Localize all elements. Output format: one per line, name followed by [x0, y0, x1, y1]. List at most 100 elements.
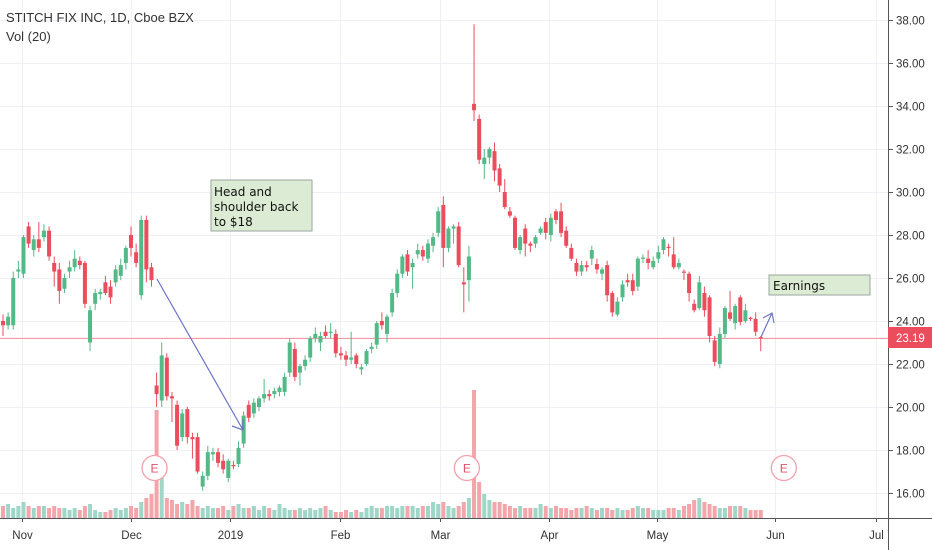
- candle-body: [681, 271, 686, 273]
- price-tick-label: 26.00: [896, 274, 925, 286]
- price-tick-label: 30.00: [896, 188, 925, 200]
- candle-body: [369, 346, 374, 349]
- pattern-annotation[interactable]: Head and shoulder back to $18: [156, 179, 313, 431]
- volume-bar: [523, 508, 528, 518]
- volume-bar: [267, 508, 272, 518]
- earnings-marker[interactable]: E: [770, 454, 797, 482]
- candle-body: [553, 211, 558, 220]
- volume-bar: [26, 506, 31, 518]
- volume-bar: [400, 506, 405, 518]
- price-tick-label: 36.00: [896, 59, 925, 71]
- candle-body: [323, 331, 328, 337]
- candle-body: [205, 452, 210, 476]
- earnings-note-box[interactable]: [768, 274, 871, 296]
- pattern-note-line-2: shoulder back: [214, 200, 298, 214]
- candle-body: [180, 413, 185, 438]
- candle-body: [221, 460, 226, 470]
- volume-bar: [31, 508, 36, 518]
- volume-bar: [420, 506, 425, 518]
- candle-body: [390, 293, 395, 313]
- volume-bar: [318, 508, 323, 518]
- candle-body: [502, 192, 507, 208]
- volume-bar: [395, 508, 400, 518]
- volume-bar: [41, 506, 46, 518]
- time-tick-label: 2019: [218, 530, 244, 542]
- candle-body: [308, 338, 313, 358]
- volume-indicator-label[interactable]: Vol (20): [6, 29, 51, 44]
- candle-body: [743, 310, 748, 321]
- volume-bar: [175, 504, 180, 518]
- candle-body: [82, 262, 87, 304]
- volume-bar: [641, 508, 645, 518]
- candle-body: [31, 239, 36, 251]
- volume-bar: [169, 500, 174, 518]
- volume-bar: [210, 508, 215, 518]
- volume-bar: [661, 510, 666, 518]
- volume-bar: [758, 510, 763, 518]
- volume-bar: [436, 504, 441, 518]
- candle-body: [482, 157, 487, 165]
- volume-bar: [390, 506, 395, 518]
- volume-bar: [518, 506, 523, 518]
- trend-arrow-down[interactable]: [156, 278, 244, 431]
- candle-body: [651, 260, 656, 268]
- chart-title: STITCH FIX INC, 1D, Cboe BZX: [6, 10, 194, 25]
- earnings-annotation[interactable]: Earnings: [760, 274, 871, 338]
- candle-body: [57, 269, 62, 291]
- volume-bar: [630, 508, 635, 518]
- candle-body: [62, 278, 67, 289]
- time-tick-label: Jul: [869, 530, 884, 542]
- candle-body: [354, 355, 359, 364]
- candle-body: [241, 415, 246, 444]
- candle-body: [600, 269, 605, 274]
- volume-bar: [610, 510, 615, 518]
- volume-bar: [287, 510, 292, 518]
- candle-body: [349, 357, 354, 360]
- volume-bar: [487, 500, 492, 518]
- candle-body: [497, 168, 502, 186]
- volume-bar: [88, 504, 93, 518]
- candle-body: [472, 103, 477, 111]
- trend-arrow-up[interactable]: [760, 312, 775, 338]
- volume-bar: [385, 506, 389, 518]
- candle-body: [257, 398, 261, 407]
- candle-body: [134, 252, 139, 263]
- candle-body: [753, 318, 758, 332]
- candle-body: [605, 265, 610, 296]
- candle-body: [169, 396, 174, 399]
- candle-body: [630, 280, 635, 291]
- pattern-note-box[interactable]: [210, 179, 313, 232]
- candle-body: [364, 351, 369, 364]
- earnings-marker-label: E: [151, 462, 159, 476]
- volume-bar: [139, 502, 144, 518]
- volume-bar: [431, 502, 436, 518]
- candle-body: [728, 312, 733, 319]
- earnings-marker[interactable]: E: [141, 454, 168, 482]
- candle-body: [523, 228, 528, 244]
- volume-bar: [646, 508, 651, 518]
- candle-body: [344, 355, 349, 360]
- volume-bar: [308, 508, 313, 518]
- volume-bar: [82, 506, 87, 518]
- volume-bar: [712, 506, 717, 518]
- volume-bar: [129, 506, 133, 518]
- candle-body: [36, 239, 41, 248]
- volume-bar: [226, 510, 231, 518]
- price-axis[interactable]: 16.00 18.00 20.00 22.00 24.00 26.00 28.00 30.00…: [888, 16, 925, 501]
- volume-bar: [262, 506, 267, 518]
- candle-body: [318, 336, 323, 343]
- volume-bar: [543, 506, 548, 518]
- candle-body: [528, 243, 533, 246]
- time-axis[interactable]: Nov Dec 2019 Feb Mar Apr May Jun Jul: [12, 518, 884, 542]
- volume-bar: [738, 506, 743, 518]
- earnings-marker[interactable]: E: [453, 454, 481, 482]
- volume-bar: [103, 512, 108, 518]
- volume-bar: [707, 504, 712, 518]
- candle-body: [564, 230, 569, 246]
- candle-body: [722, 308, 727, 334]
- volume-bar: [134, 508, 139, 518]
- candle-body: [758, 337, 763, 339]
- volume-bar: [52, 506, 57, 518]
